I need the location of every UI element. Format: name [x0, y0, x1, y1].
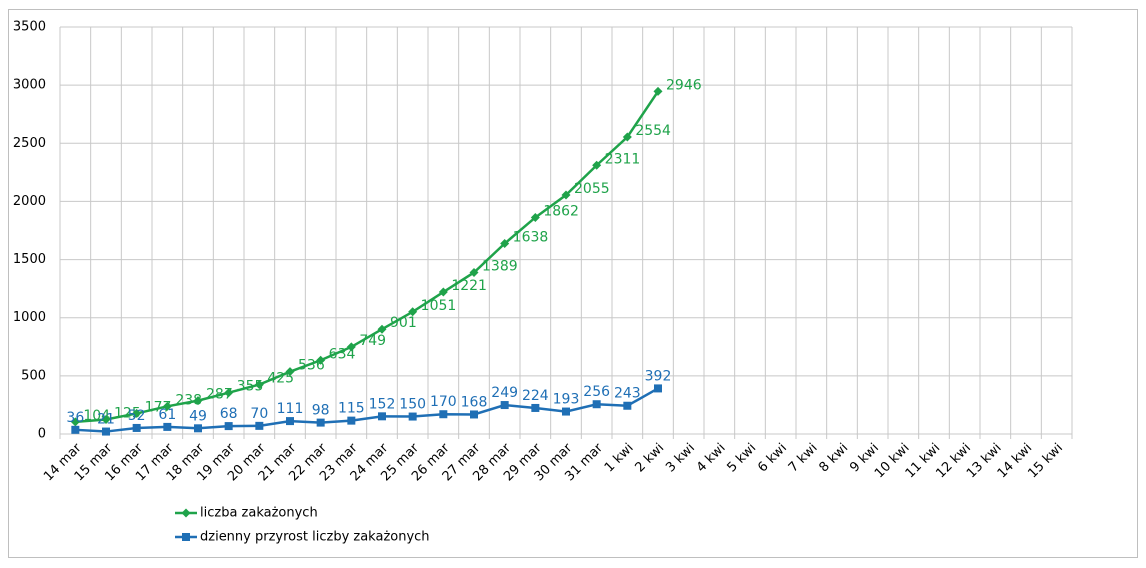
data-label: 152 [369, 396, 396, 412]
point [163, 422, 172, 431]
point [653, 86, 663, 96]
point [101, 414, 111, 424]
data-label: 392 [645, 368, 672, 384]
data-label: 749 [359, 333, 386, 349]
data-label: 1862 [543, 203, 579, 219]
point [162, 401, 172, 411]
point [469, 267, 479, 277]
data-label: 52 [128, 408, 146, 424]
data-label: 634 [329, 346, 356, 362]
y-tick-label: 3000 [13, 78, 46, 93]
data-label: 115 [338, 401, 365, 417]
point [531, 403, 540, 412]
data-label: 1389 [482, 258, 518, 274]
point [622, 132, 632, 142]
point [654, 384, 662, 393]
data-label: 2946 [666, 77, 702, 93]
point [70, 417, 80, 427]
point [408, 412, 417, 421]
point [346, 342, 356, 352]
data-label: 68 [220, 406, 238, 422]
point [470, 410, 478, 419]
series-line [75, 90, 660, 424]
point [316, 355, 326, 365]
data-label: 36 [66, 410, 84, 426]
point [71, 425, 80, 434]
data-label: 49 [189, 408, 207, 424]
data-label: 249 [491, 385, 518, 401]
point [224, 422, 233, 431]
y-tick-label: 2500 [13, 136, 46, 151]
y-tick-label: 0 [38, 427, 46, 442]
y-tick-label: 500 [21, 368, 46, 383]
data-label: 177 [145, 399, 172, 415]
data-label: 70 [250, 406, 268, 422]
data-label: 2554 [635, 123, 671, 139]
legend-marker [182, 533, 190, 541]
point [592, 160, 602, 170]
point [316, 418, 325, 427]
data-label: 98 [312, 403, 330, 419]
legend-label: dzienny przyrost liczby zakażonych [200, 530, 430, 545]
point [562, 407, 570, 416]
series-line [75, 387, 659, 433]
data-label: 170 [430, 394, 457, 410]
y-tick-label: 1500 [13, 252, 46, 267]
point [224, 388, 234, 398]
data-label: 238 [175, 392, 202, 408]
legend-marker [181, 508, 191, 518]
point [132, 423, 141, 432]
point [592, 400, 601, 409]
point [285, 367, 295, 377]
point [623, 401, 632, 410]
data-label: 150 [399, 397, 426, 413]
data-label: 61 [158, 407, 176, 423]
legend-label: liczba zakażonych [200, 506, 318, 521]
point [255, 421, 264, 430]
point [102, 427, 110, 436]
data-label: 1051 [421, 298, 457, 314]
data-label: 425 [267, 371, 294, 387]
point [438, 287, 448, 297]
y-tick-label: 1000 [13, 310, 46, 325]
point [286, 417, 294, 426]
point [378, 412, 386, 421]
y-tick-label: 3500 [13, 20, 46, 35]
data-label: 193 [553, 392, 580, 408]
data-label: 256 [583, 384, 610, 400]
data-label: 125 [114, 405, 141, 421]
point [194, 424, 202, 433]
point [500, 401, 509, 410]
point [561, 190, 571, 200]
point [132, 408, 142, 418]
y-tick-label: 2000 [13, 194, 46, 209]
data-label: 168 [461, 394, 488, 410]
point [439, 410, 448, 419]
point [377, 324, 387, 334]
data-label: 21 [97, 412, 115, 428]
data-label: 287 [206, 387, 233, 403]
data-label: 224 [522, 388, 549, 404]
point [254, 380, 264, 390]
point [500, 239, 510, 249]
point [530, 212, 540, 222]
point [408, 307, 418, 317]
data-label: 2311 [605, 151, 641, 167]
data-label: 901 [390, 315, 417, 331]
point [347, 416, 356, 425]
data-label: 111 [277, 401, 304, 417]
point [193, 396, 203, 406]
data-label: 1638 [513, 230, 549, 246]
data-label: 2055 [574, 181, 610, 197]
data-label: 243 [614, 386, 641, 402]
data-label: 1221 [451, 278, 487, 294]
